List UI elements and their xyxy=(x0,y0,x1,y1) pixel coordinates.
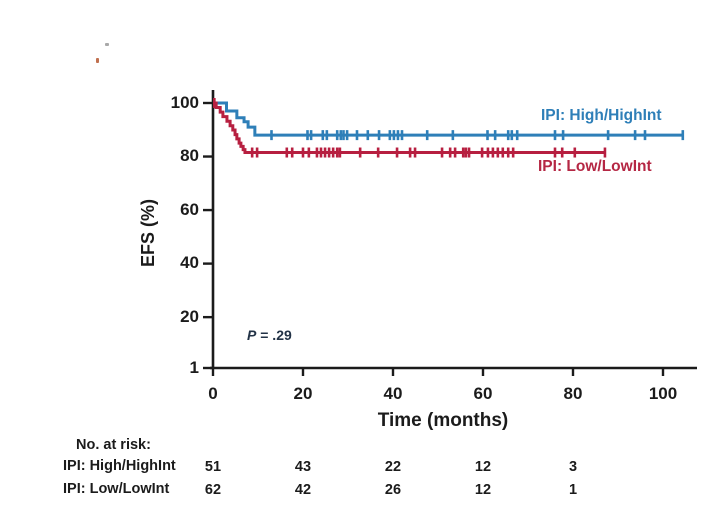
axis-lines xyxy=(210,90,697,370)
legend-label-low-lowint: IPI: Low/LowInt xyxy=(538,158,652,175)
p-value-symbol: P xyxy=(247,327,257,343)
x-axis-title: Time (months) xyxy=(377,410,509,431)
risk-low-t40: 26 xyxy=(384,482,402,498)
p-value-annotation: P = .29 xyxy=(247,327,292,343)
scan-artifact-gray xyxy=(105,43,109,46)
risk-high-t60: 12 xyxy=(474,459,492,475)
x-tick-label-100: 100 xyxy=(648,384,678,403)
survival-curve xyxy=(213,101,683,137)
y-tick-label-100: 100 xyxy=(170,93,199,112)
y-tick-label-80: 80 xyxy=(180,146,199,165)
x-tick-label-40: 40 xyxy=(383,384,403,403)
y-axis-title: EFS (%) xyxy=(138,199,158,268)
risk-low-t0: 62 xyxy=(204,482,222,498)
y-tick-label-60: 60 xyxy=(180,200,199,219)
risk-high-t40: 22 xyxy=(384,459,402,475)
y-tick-label-20: 20 xyxy=(180,307,199,326)
x-tick-label-80: 80 xyxy=(563,384,583,403)
y-tick-label-40: 40 xyxy=(180,253,199,272)
scan-artifact-red xyxy=(96,58,99,63)
legend-label-high-highint: IPI: High/HighInt xyxy=(541,107,662,124)
x-tick-label-0: 0 xyxy=(208,384,218,403)
risk-table-header: No. at risk: xyxy=(76,437,151,453)
risk-row-high-label: IPI: High/HighInt xyxy=(63,458,176,474)
p-value-number: = .29 xyxy=(256,327,292,343)
risk-row-low-label: IPI: Low/LowInt xyxy=(63,481,170,497)
x-tick-label-20: 20 xyxy=(293,384,313,403)
risk-low-t60: 12 xyxy=(474,482,492,498)
x-tick-label-60: 60 xyxy=(473,384,493,403)
risk-low-t80: 1 xyxy=(568,482,578,498)
risk-high-t80: 3 xyxy=(568,459,578,475)
risk-high-t20: 43 xyxy=(294,459,312,475)
risk-low-t20: 42 xyxy=(294,482,312,498)
risk-high-t0: 51 xyxy=(204,459,222,475)
y-tick-label-1: 1 xyxy=(189,358,199,377)
survival-curve xyxy=(213,101,605,155)
